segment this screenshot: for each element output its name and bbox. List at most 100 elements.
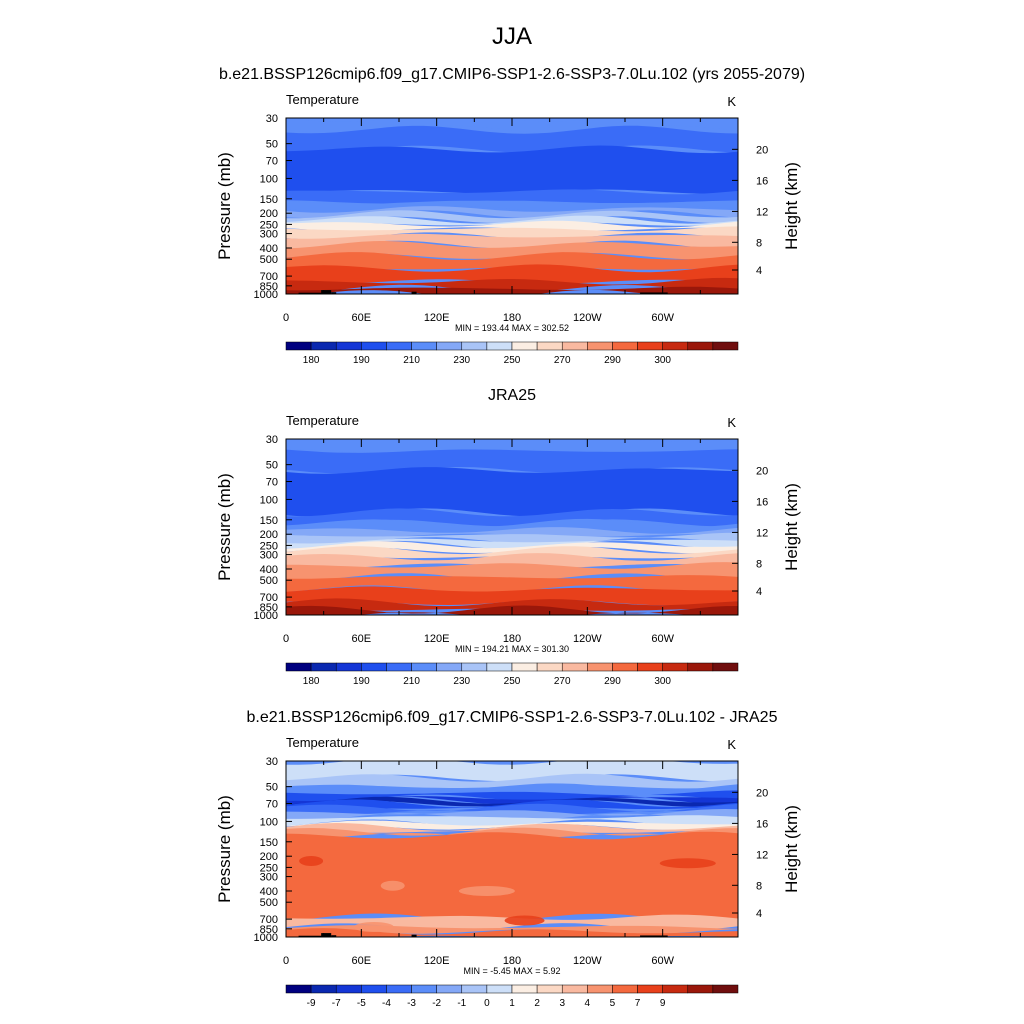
x-tick-label: 180: [503, 633, 521, 645]
colorbar-label: 230: [453, 355, 470, 366]
y-tick-label: 70: [266, 477, 278, 489]
panel-title: b.e21.BSSP126cmip6.f09_g17.CMIP6-SSP1-2.…: [247, 709, 778, 726]
colorbar-label: 250: [504, 355, 521, 366]
y-tick-label: 700: [260, 592, 278, 604]
colorbar-swatch: [310, 662, 337, 672]
colorbar-label: 270: [554, 355, 571, 366]
colorbar-swatch: [637, 341, 663, 351]
x-tick-label: 120W: [573, 312, 602, 324]
y-tick-label: 100: [260, 494, 278, 506]
contour-band: [286, 562, 738, 581]
topography-mask: [331, 292, 337, 294]
colorbar-swatch: [411, 341, 437, 351]
colorbar-swatch: [335, 984, 362, 994]
x-tick-label: 120E: [424, 312, 450, 324]
colorbar-swatch: [386, 341, 412, 351]
y-axis-title: Pressure (mb): [215, 473, 234, 581]
contour-band: [286, 790, 738, 802]
variable-label: Temperature: [286, 92, 359, 107]
y-tick-label: 150: [260, 194, 278, 206]
contour-band: [286, 796, 738, 807]
colorbar-label: 2: [534, 998, 540, 1009]
colorbar-swatch: [461, 984, 488, 994]
contour-band: [286, 553, 738, 569]
stats-label: MIN = 193.44 MAX = 302.52: [455, 323, 569, 333]
colorbar-swatch: [285, 341, 312, 351]
colorbar-label: 1: [509, 998, 515, 1009]
colorbar-swatch: [486, 662, 513, 672]
topography-mask: [298, 292, 324, 294]
y-tick-label: 700: [260, 271, 278, 283]
y-tick-label: 70: [266, 799, 278, 811]
y-right-axis-title: Height (km): [782, 483, 801, 571]
contour-band: [286, 799, 738, 809]
x-tick-label: 0: [283, 633, 289, 645]
colorbar-swatch: [461, 662, 488, 672]
y-right-tick-label: 12: [756, 527, 768, 539]
colorbar-label: -3: [407, 998, 416, 1009]
topography-mask: [640, 935, 668, 937]
y-right-tick-label: 8: [756, 558, 762, 570]
y-tick-label: 100: [260, 816, 278, 828]
y-right-tick-label: 4: [756, 908, 762, 920]
x-tick-label: 180: [503, 955, 521, 967]
x-tick-label: 60W: [651, 633, 674, 645]
contour-band: [286, 925, 738, 935]
contour-band: [286, 241, 738, 260]
units-label: K: [727, 737, 736, 752]
y-tick-label: 400: [260, 243, 278, 255]
contour-band: [286, 598, 738, 611]
y-tick-label: 250: [260, 862, 278, 874]
y-tick-label: 700: [260, 914, 278, 926]
contour-band: [286, 809, 738, 821]
colorbar-swatch: [361, 341, 387, 351]
contour-patch: [380, 880, 405, 891]
colorbar-swatch: [486, 984, 513, 994]
topography-mask: [411, 934, 417, 937]
contour-patch: [353, 922, 394, 933]
topography-mask: [321, 290, 332, 294]
colorbar-label: 290: [604, 355, 621, 366]
y-tick-label: 1000: [254, 932, 278, 944]
colorbar-label: 3: [559, 998, 565, 1009]
y-tick-label: 200: [260, 851, 278, 863]
y-tick-label: 50: [266, 782, 278, 794]
x-tick-label: 60E: [352, 633, 372, 645]
colorbar-label: -4: [382, 998, 391, 1009]
contour-band: [286, 586, 738, 606]
y-tick-label: 300: [260, 229, 278, 241]
y-tick-label: 200: [260, 529, 278, 541]
colorbar-label: -7: [332, 998, 341, 1009]
contour-patch: [458, 886, 515, 897]
y-tick-label: 150: [260, 837, 278, 849]
contour-band: [286, 508, 738, 527]
y-right-axis-title: Height (km): [782, 805, 801, 893]
x-tick-label: 0: [283, 312, 289, 324]
y-tick-label: 500: [260, 575, 278, 587]
colorbar-swatch: [536, 662, 563, 672]
contour-band: [286, 206, 738, 219]
colorbar-swatch: [612, 662, 638, 672]
y-tick-label: 100: [260, 173, 278, 185]
contour-band: [286, 518, 738, 533]
colorbar-swatch: [285, 662, 312, 672]
y-right-tick-label: 20: [756, 465, 768, 477]
contour-band: [286, 215, 738, 226]
y-axis-title: Pressure (mb): [215, 152, 234, 260]
y-tick-label: 500: [260, 897, 278, 909]
y-tick-label: 400: [260, 564, 278, 576]
y-right-tick-label: 8: [756, 880, 762, 892]
contour-band: [286, 233, 738, 249]
colorbar-swatch: [436, 341, 463, 351]
colorbar-label: 190: [353, 676, 370, 687]
variable-label: Temperature: [286, 413, 359, 428]
y-tick-label: 850: [260, 924, 278, 936]
y-tick-label: 30: [266, 434, 278, 446]
y-tick-label: 850: [260, 281, 278, 293]
colorbar-swatch: [335, 341, 362, 351]
x-tick-label: 60E: [352, 955, 372, 967]
colorbar-swatch: [561, 341, 588, 351]
y-right-tick-label: 4: [756, 586, 762, 598]
colorbar-label: 5: [610, 998, 616, 1009]
